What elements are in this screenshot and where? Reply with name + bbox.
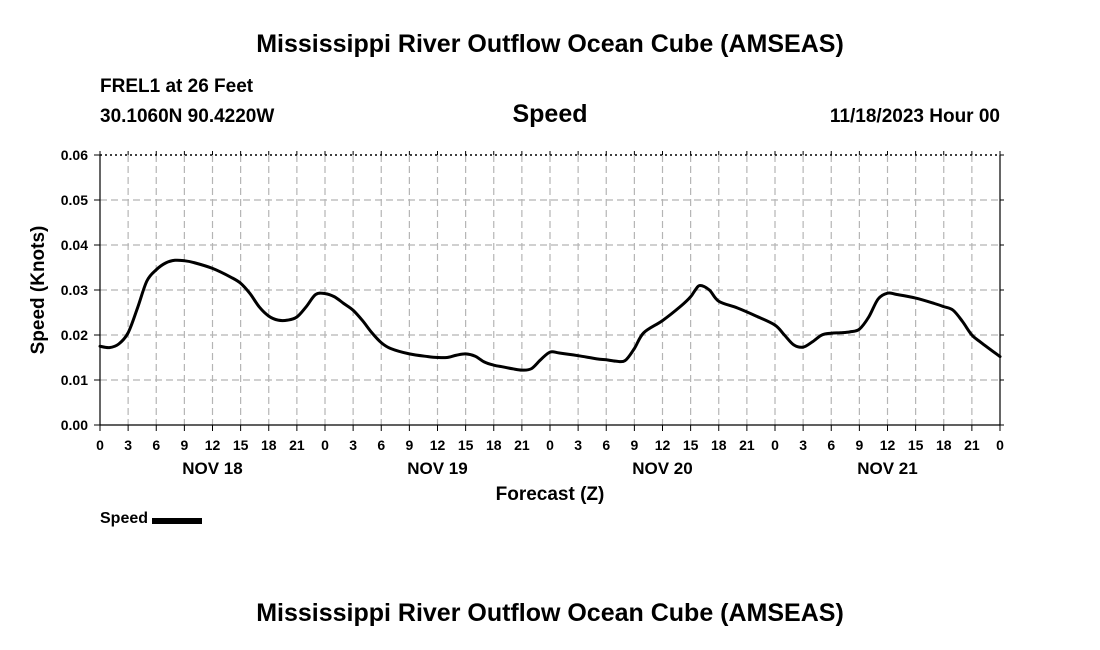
page-title-repeat: Mississippi River Outflow Ocean Cube (AM… bbox=[256, 599, 844, 627]
x-tick-label: 18 bbox=[261, 437, 277, 453]
x-tick-label: 0 bbox=[321, 437, 329, 453]
x-tick-label: 18 bbox=[936, 437, 952, 453]
x-tick-label: 12 bbox=[205, 437, 221, 453]
x-tick-label: 12 bbox=[430, 437, 446, 453]
tick-labels: 0 3 6 9 12 15 18 21 0 3 6 9 12 15 18 21 0 3 6 9 12 15 18 21 0 3 6 9… bbox=[61, 147, 1004, 478]
day-label: NOV 18 bbox=[182, 459, 242, 478]
page-title: Mississippi River Outflow Ocean Cube (AM… bbox=[256, 30, 844, 58]
speed-chart: 0 3 6 9 12 15 18 21 0 3 6 9 12 15 18 21 0 3 6 9 12 15 18 21 0 3 6 9… bbox=[28, 147, 1004, 505]
x-tick-label: 18 bbox=[486, 437, 502, 453]
legend-label: Speed bbox=[100, 510, 149, 527]
x-tick-label: 21 bbox=[289, 437, 305, 453]
x-tick-label: 3 bbox=[799, 437, 807, 453]
x-tick-label: 9 bbox=[405, 437, 413, 453]
x-tick-label: 12 bbox=[655, 437, 671, 453]
day-label: NOV 20 bbox=[632, 459, 692, 478]
x-tick-label: 15 bbox=[233, 437, 249, 453]
x-tick-label: 6 bbox=[152, 437, 160, 453]
series-layer bbox=[98, 258, 1002, 372]
legend: Speed bbox=[100, 510, 203, 528]
x-tick-label: 0 bbox=[96, 437, 104, 453]
x-tick-label: 15 bbox=[458, 437, 474, 453]
x-tick-label: 9 bbox=[630, 437, 638, 453]
gridlines bbox=[100, 155, 1000, 425]
y-tick-label: 0.00 bbox=[61, 417, 88, 433]
x-tick-label: 18 bbox=[711, 437, 727, 453]
y-tick-label: 0.03 bbox=[61, 282, 88, 298]
x-tick-label: 21 bbox=[514, 437, 530, 453]
x-axis-label: Forecast (Z) bbox=[496, 484, 605, 505]
x-tick-label: 3 bbox=[574, 437, 582, 453]
x-tick-label: 6 bbox=[602, 437, 610, 453]
axes bbox=[94, 151, 1004, 431]
station-coordinates: 30.1060N 90.4220W bbox=[100, 106, 275, 127]
chart-title: Speed bbox=[512, 100, 588, 128]
day-label: NOV 21 bbox=[857, 459, 917, 478]
x-tick-label: 3 bbox=[124, 437, 132, 453]
day-label: NOV 19 bbox=[407, 459, 467, 478]
x-tick-label: 9 bbox=[855, 437, 863, 453]
y-tick-label: 0.05 bbox=[61, 192, 88, 208]
x-tick-label: 12 bbox=[880, 437, 896, 453]
x-tick-label: 15 bbox=[908, 437, 924, 453]
run-time: 11/18/2023 Hour 00 bbox=[829, 106, 1000, 127]
x-tick-label: 6 bbox=[827, 437, 835, 453]
legend-swatch bbox=[152, 518, 203, 524]
x-tick-label: 9 bbox=[180, 437, 188, 453]
station-label: FREL1 at 26 Feet bbox=[100, 76, 254, 97]
series-line-speed bbox=[98, 258, 1002, 372]
x-tick-label: 15 bbox=[683, 437, 699, 453]
x-tick-label: 0 bbox=[996, 437, 1004, 453]
x-tick-label: 0 bbox=[771, 437, 779, 453]
x-tick-label: 21 bbox=[739, 437, 755, 453]
x-tick-label: 6 bbox=[377, 437, 385, 453]
x-tick-label: 21 bbox=[964, 437, 980, 453]
y-tick-label: 0.06 bbox=[61, 147, 88, 163]
x-tick-label: 3 bbox=[349, 437, 357, 453]
y-tick-label: 0.01 bbox=[61, 372, 88, 388]
y-axis-label: Speed (Knots) bbox=[28, 226, 49, 355]
y-tick-label: 0.04 bbox=[61, 237, 88, 253]
x-tick-label: 0 bbox=[546, 437, 554, 453]
y-tick-label: 0.02 bbox=[61, 327, 88, 343]
